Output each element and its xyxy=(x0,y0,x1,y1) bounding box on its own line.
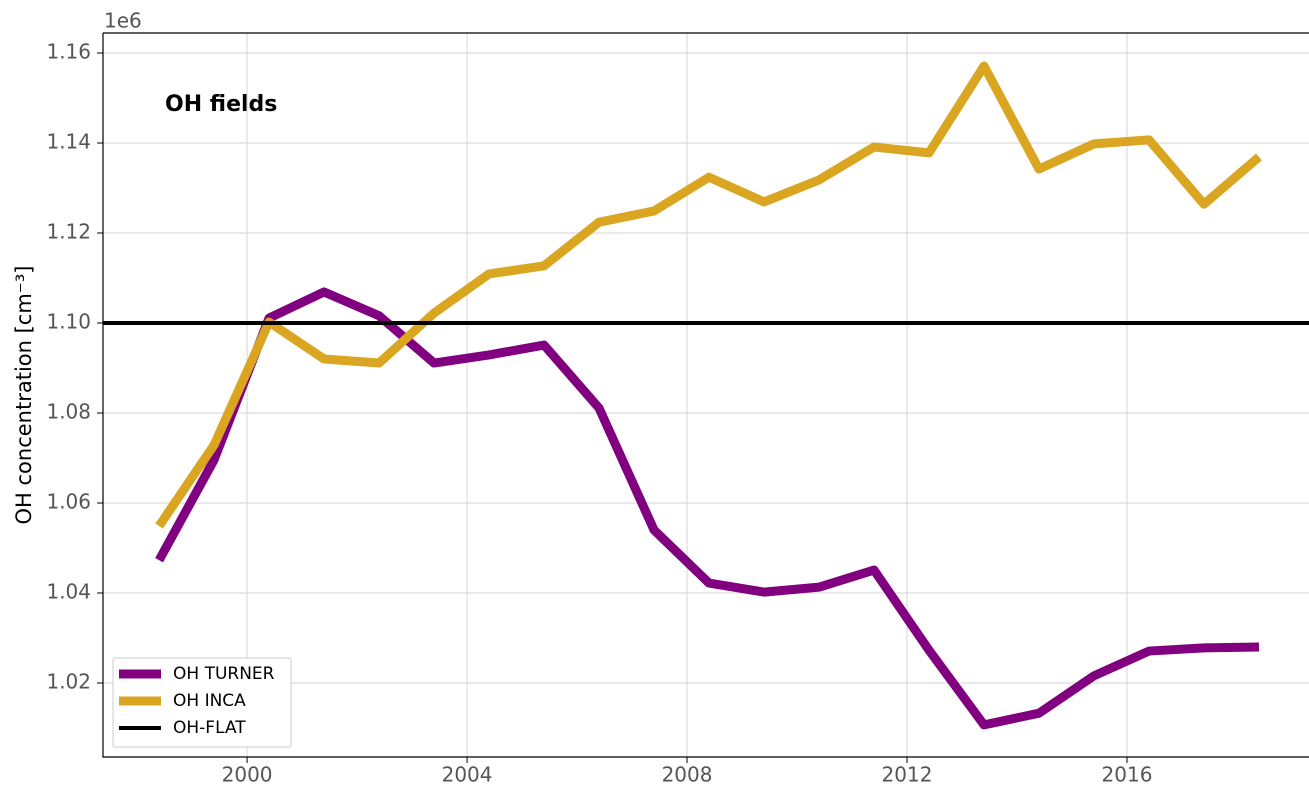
x-tick-label: 2004 xyxy=(442,763,493,785)
legend-box xyxy=(112,657,292,748)
annotation: OH fields xyxy=(165,92,277,117)
y-axis-label: OH concentration [cm⁻³] xyxy=(12,265,36,524)
series-line xyxy=(155,287,1260,730)
series-line xyxy=(155,61,1262,529)
legend-label: OH INCA xyxy=(173,691,246,711)
legend-label: OH-FLAT xyxy=(173,718,246,738)
y-tick-label: 1.14 xyxy=(46,129,91,153)
legend: OH TURNER OH INCA OH-FLAT xyxy=(112,657,292,748)
y-tick-label: 1.10 xyxy=(46,309,91,333)
y-offset-label: 1e6 xyxy=(104,9,142,33)
y-tick-label: 1.06 xyxy=(46,490,91,514)
axis-frame xyxy=(102,32,1309,758)
x-tick-label: 2016 xyxy=(1102,763,1153,785)
y-tick-label: 1.12 xyxy=(46,219,91,243)
legend-label: OH TURNER xyxy=(173,664,275,684)
x-tick-label: 2000 xyxy=(222,763,273,785)
y-tick-label: 1.02 xyxy=(46,670,91,694)
x-tick-label: 2012 xyxy=(882,763,933,785)
x-tick-label: 2008 xyxy=(662,763,713,785)
y-tick-label: 1.08 xyxy=(46,400,91,424)
y-tick-label: 1.16 xyxy=(46,39,91,63)
y-tick-label: 1.04 xyxy=(46,580,91,604)
